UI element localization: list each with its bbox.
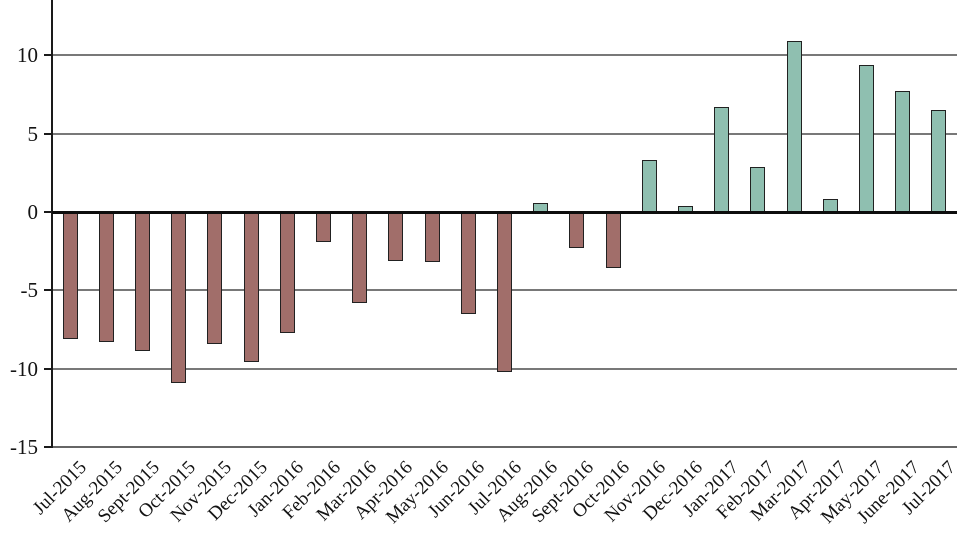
bar-Jan-2016 xyxy=(279,212,295,333)
bar-Feb-2017 xyxy=(750,166,766,212)
y-axis-label: 10 xyxy=(17,43,38,68)
bar-Nov-2016 xyxy=(641,160,657,212)
bar-Aug-2015 xyxy=(98,212,114,343)
bar-Oct-2016 xyxy=(605,212,621,269)
bar-Mar-2016 xyxy=(352,212,368,303)
bar-Sept-2016 xyxy=(569,212,585,249)
bar-Dec-2015 xyxy=(243,212,259,363)
y-axis-tick xyxy=(44,289,52,292)
bar-Jan-2017 xyxy=(714,107,730,212)
bar-June-2017 xyxy=(895,91,911,212)
bar-Feb-2016 xyxy=(316,212,331,242)
y-axis-label: -10 xyxy=(10,356,38,381)
zero-line xyxy=(52,210,957,214)
bar-Mar-2017 xyxy=(786,41,802,212)
y-axis-label: 0 xyxy=(27,200,39,224)
y-axis-tick xyxy=(44,132,52,135)
bar-Oct-2015 xyxy=(171,212,187,383)
gridline xyxy=(52,132,957,135)
gridline xyxy=(52,54,957,57)
bar-Nov-2015 xyxy=(207,212,223,344)
bar-Apr-2016 xyxy=(388,212,404,261)
gridline xyxy=(52,446,957,448)
bar-Jul-2015 xyxy=(62,212,78,339)
y-axis-line xyxy=(51,0,53,448)
y-axis-tick xyxy=(44,446,52,448)
y-axis-label: -15 xyxy=(10,435,38,459)
bar-Jun-2016 xyxy=(460,212,476,314)
bar-Jul-2017 xyxy=(931,110,947,212)
y-axis-tick xyxy=(44,54,52,57)
bar-May-2017 xyxy=(859,64,874,212)
y-axis-tick xyxy=(44,211,52,213)
y-axis-label: -5 xyxy=(20,278,39,303)
bar-Jul-2016 xyxy=(497,212,512,372)
bar-Sept-2015 xyxy=(135,212,150,352)
y-axis-label: 5 xyxy=(27,121,39,146)
bar-May-2016 xyxy=(424,212,440,263)
y-axis-tick xyxy=(44,367,52,370)
